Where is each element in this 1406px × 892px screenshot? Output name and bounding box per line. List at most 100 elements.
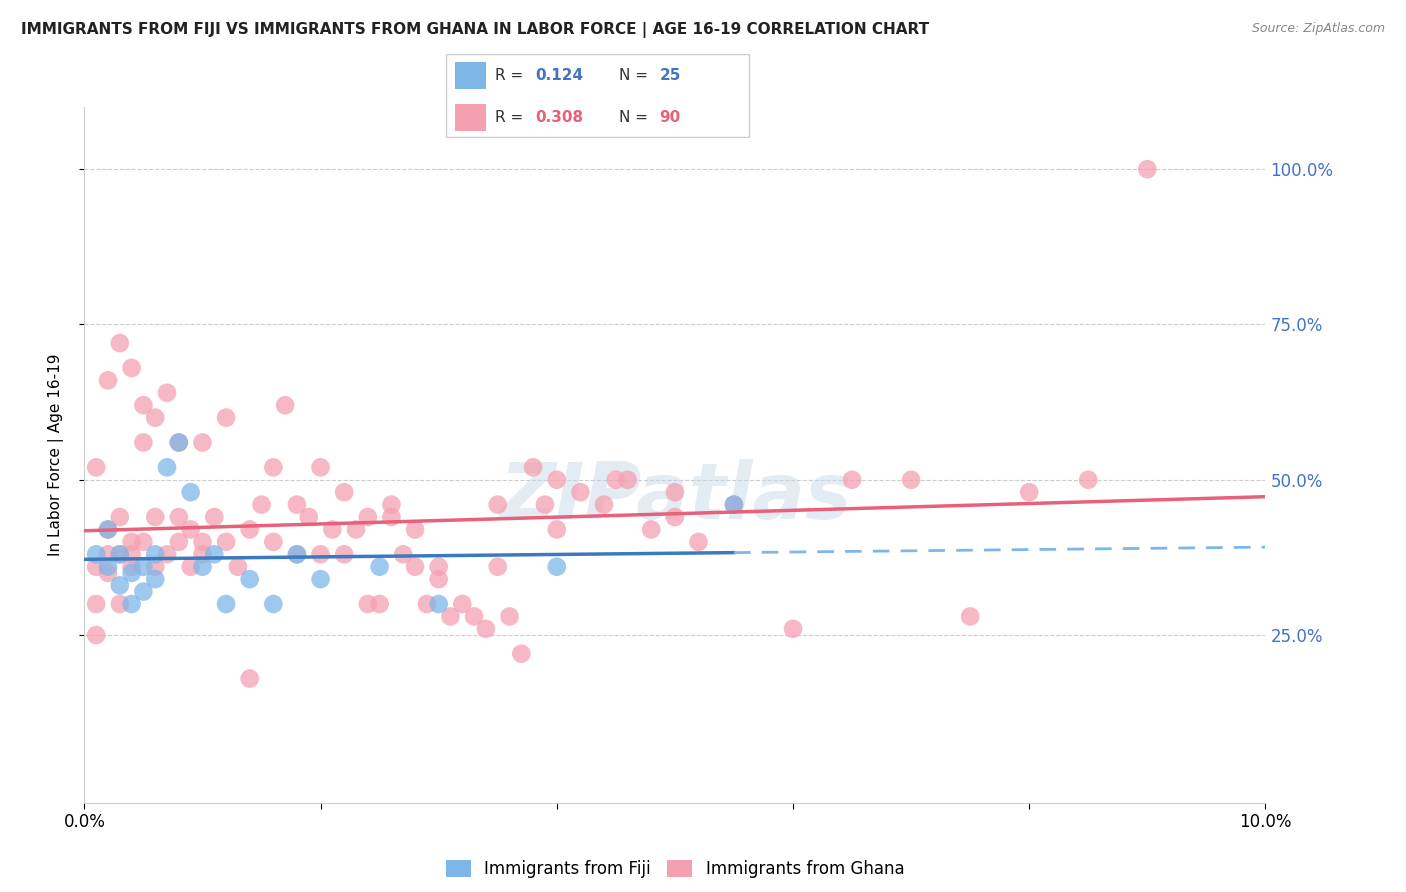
Text: 0.308: 0.308 [536,111,583,126]
Point [782,622,804,636]
Point [156,385,179,400]
Point [143,547,166,561]
Point [640,523,662,537]
Point [439,609,461,624]
Point [546,473,568,487]
Point [132,534,155,549]
Point [121,534,143,549]
Point [593,498,616,512]
Point [121,361,143,376]
Point [262,597,284,611]
Point [239,523,262,537]
Point [108,547,131,561]
Point [368,597,391,611]
Point [84,559,107,574]
Point [97,523,120,537]
Point [546,523,568,537]
Point [262,534,284,549]
Point [250,498,273,512]
Point [121,597,143,611]
Point [180,485,202,500]
Text: Source: ZipAtlas.com: Source: ZipAtlas.com [1251,22,1385,36]
Point [723,498,745,512]
Point [191,435,214,450]
Point [380,498,402,512]
Point [108,336,131,351]
Point [274,398,297,412]
Point [121,559,143,574]
Point [121,547,143,561]
Point [97,373,120,387]
Point [900,473,922,487]
Point [97,547,120,561]
Point [167,435,190,450]
Point [1136,162,1159,177]
Point [143,559,166,574]
Text: 0.124: 0.124 [536,68,583,83]
Point [344,523,367,537]
Point [463,609,485,624]
Point [97,559,120,574]
Point [486,559,509,574]
Point [427,559,450,574]
Point [404,523,426,537]
Point [959,609,981,624]
Point [333,547,356,561]
Point [202,547,225,561]
Text: 90: 90 [659,111,681,126]
Point [368,559,391,574]
Text: R =: R = [495,68,529,83]
Point [202,510,225,524]
Legend: Immigrants from Fiji, Immigrants from Ghana: Immigrants from Fiji, Immigrants from Gh… [439,854,911,885]
Point [191,559,214,574]
Point [1077,473,1099,487]
Point [309,547,332,561]
Text: ZIPatlas: ZIPatlas [499,458,851,534]
Point [156,460,179,475]
Point [534,498,557,512]
Text: N =: N = [619,68,652,83]
Point [357,510,380,524]
Point [546,559,568,574]
Point [486,498,509,512]
Point [285,498,308,512]
Point [121,566,143,580]
Y-axis label: In Labor Force | Age 16-19: In Labor Force | Age 16-19 [48,353,63,557]
Point [664,510,686,524]
Point [215,410,238,425]
Point [143,572,166,586]
Point [451,597,474,611]
Point [191,534,214,549]
Point [180,559,202,574]
Point [285,547,308,561]
Point [132,398,155,412]
Point [97,566,120,580]
Point [108,597,131,611]
Point [84,460,107,475]
FancyBboxPatch shape [446,54,749,137]
Point [239,572,262,586]
Point [262,460,284,475]
Point [143,410,166,425]
Point [215,534,238,549]
Point [522,460,544,475]
Point [167,534,190,549]
Point [357,597,380,611]
Point [108,578,131,592]
Point [475,622,498,636]
Point [510,647,533,661]
Point [84,628,107,642]
Point [191,547,214,561]
Point [285,547,308,561]
Point [616,473,638,487]
Point [427,597,450,611]
Point [226,559,249,574]
Point [333,485,356,500]
Point [309,460,332,475]
Point [688,534,710,549]
Point [309,572,332,586]
Point [498,609,520,624]
Text: N =: N = [619,111,652,126]
Point [167,510,190,524]
FancyBboxPatch shape [456,104,486,131]
